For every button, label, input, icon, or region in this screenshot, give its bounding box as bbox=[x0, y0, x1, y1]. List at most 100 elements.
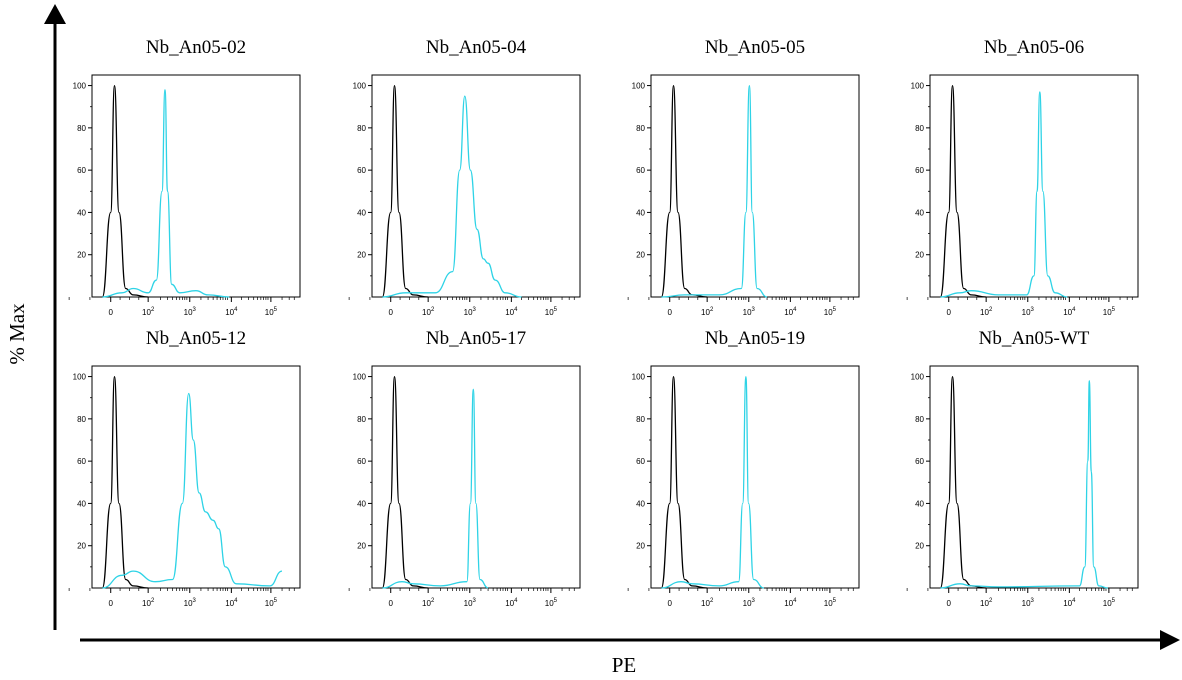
x-tick-label: 102 bbox=[422, 598, 435, 608]
sample-histogram bbox=[940, 91, 1068, 298]
panel-nb-an05-19: Nb_An05-19 20 40 60 80 100 0 102 103 104 105 bbox=[627, 328, 860, 608]
y-tick-label: 80 bbox=[77, 415, 86, 424]
x-tick-label: 0 bbox=[108, 308, 113, 317]
y-tick-label: 100 bbox=[73, 373, 87, 382]
y-tick-label: 100 bbox=[353, 82, 367, 91]
panel-nb-an05-12: Nb_An05-12 20 40 60 80 100 0 102 103 104 105 bbox=[68, 328, 301, 608]
x-tick-label: 105 bbox=[1103, 598, 1116, 608]
control-histogram bbox=[939, 375, 987, 589]
y-tick-label: 60 bbox=[915, 457, 924, 466]
y-tick-label: 20 bbox=[636, 251, 645, 260]
plot-frame bbox=[650, 74, 860, 298]
x-tick-label: 103 bbox=[1022, 307, 1035, 317]
plot-frame bbox=[650, 365, 860, 589]
sample-histogram bbox=[661, 375, 765, 589]
x-tick-label: 0 bbox=[946, 308, 951, 317]
y-tick-label: 60 bbox=[77, 166, 86, 175]
control-histogram bbox=[101, 375, 149, 589]
panel-nb-an05-06: Nb_An05-06 20 40 60 80 100 0 102 103 104 105 bbox=[906, 37, 1139, 317]
y-tick-label: 60 bbox=[77, 457, 86, 466]
y-tick-label: 40 bbox=[357, 208, 366, 217]
control-histogram bbox=[381, 375, 429, 589]
y-tick-label: 60 bbox=[636, 166, 645, 175]
panel-nb-an05-wt: Nb_An05-WT 20 40 60 80 100 0 102 103 104 105 bbox=[906, 328, 1139, 608]
y-tick-label: 60 bbox=[915, 166, 924, 175]
plot-frame bbox=[371, 365, 581, 589]
x-tick-label: 0 bbox=[108, 599, 113, 608]
panel-title: Nb_An05-WT bbox=[979, 328, 1090, 349]
plot-frame bbox=[371, 74, 581, 298]
x-axis-label: PE bbox=[612, 653, 637, 677]
x-tick-label: 103 bbox=[743, 307, 756, 317]
x-tick-label: 103 bbox=[743, 598, 756, 608]
x-tick-label: 105 bbox=[545, 307, 558, 317]
y-tick-label: 20 bbox=[77, 251, 86, 260]
x-tick-label: 104 bbox=[1063, 598, 1076, 608]
x-tick-label: 102 bbox=[422, 307, 435, 317]
x-tick-label: 104 bbox=[225, 598, 238, 608]
x-tick-label: 103 bbox=[1022, 598, 1035, 608]
y-tick-label: 80 bbox=[915, 415, 924, 424]
panel-title: Nb_An05-05 bbox=[705, 37, 805, 58]
y-tick-label: 20 bbox=[915, 251, 924, 260]
y-tick-label: 100 bbox=[632, 373, 646, 382]
panel-title: Nb_An05-12 bbox=[146, 328, 246, 349]
panel-title: Nb_An05-04 bbox=[426, 37, 527, 58]
panel-nb-an05-04: Nb_An05-04 20 40 60 80 100 0 102 103 104 105 bbox=[348, 37, 581, 317]
y-arrowhead-icon bbox=[44, 4, 66, 24]
control-histogram bbox=[660, 84, 708, 298]
x-tick-label: 0 bbox=[946, 599, 951, 608]
sample-histogram bbox=[382, 95, 522, 298]
x-tick-label: 104 bbox=[505, 307, 518, 317]
y-tick-label: 80 bbox=[357, 124, 366, 133]
plot-frame bbox=[929, 365, 1139, 589]
plot-frame bbox=[91, 74, 301, 298]
x-tick-label: 102 bbox=[980, 598, 993, 608]
x-tick-label: 0 bbox=[667, 308, 672, 317]
panel-nb-an05-17: Nb_An05-17 20 40 60 80 100 0 102 103 104 105 bbox=[348, 328, 581, 608]
plot-frame bbox=[91, 365, 301, 589]
control-histogram bbox=[101, 84, 149, 298]
x-tick-label: 102 bbox=[980, 307, 993, 317]
x-tick-label: 103 bbox=[184, 307, 197, 317]
x-tick-label: 105 bbox=[265, 598, 278, 608]
y-tick-label: 20 bbox=[357, 542, 366, 551]
x-tick-label: 104 bbox=[1063, 307, 1076, 317]
y-tick-label: 100 bbox=[73, 82, 87, 91]
y-tick-label: 40 bbox=[77, 499, 86, 508]
x-tick-label: 102 bbox=[701, 598, 714, 608]
y-tick-label: 20 bbox=[915, 542, 924, 551]
y-tick-label: 100 bbox=[911, 373, 925, 382]
y-tick-label: 40 bbox=[636, 208, 645, 217]
sample-histogram bbox=[940, 380, 1108, 589]
y-tick-label: 20 bbox=[357, 251, 366, 260]
x-tick-label: 0 bbox=[667, 599, 672, 608]
control-histogram bbox=[660, 375, 708, 589]
panel-title: Nb_An05-06 bbox=[984, 37, 1084, 58]
x-tick-label: 105 bbox=[824, 307, 837, 317]
y-tick-label: 40 bbox=[636, 499, 645, 508]
x-tick-label: 103 bbox=[464, 598, 477, 608]
panel-title: Nb_An05-17 bbox=[426, 328, 526, 349]
x-tick-label: 102 bbox=[142, 307, 155, 317]
panel-nb-an05-02: Nb_An05-02 20 40 60 80 100 0 102 103 104 105 bbox=[68, 37, 301, 317]
y-tick-label: 100 bbox=[353, 373, 367, 382]
y-tick-label: 80 bbox=[915, 124, 924, 133]
control-histogram bbox=[939, 84, 987, 298]
y-tick-label: 40 bbox=[77, 208, 86, 217]
x-tick-label: 104 bbox=[505, 598, 518, 608]
y-tick-label: 100 bbox=[911, 82, 925, 91]
y-tick-label: 60 bbox=[357, 457, 366, 466]
plot-frame bbox=[929, 74, 1139, 298]
y-tick-label: 20 bbox=[77, 542, 86, 551]
x-tick-label: 103 bbox=[464, 307, 477, 317]
sample-histogram bbox=[661, 84, 768, 298]
sample-histogram bbox=[382, 388, 489, 589]
panel-nb-an05-05: Nb_An05-05 20 40 60 80 100 0 102 103 104 105 bbox=[627, 37, 860, 317]
x-tick-label: 105 bbox=[545, 598, 558, 608]
y-tick-label: 80 bbox=[357, 415, 366, 424]
y-tick-label: 80 bbox=[77, 124, 86, 133]
x-arrowhead-icon bbox=[1160, 630, 1180, 650]
panel-title: Nb_An05-19 bbox=[705, 328, 805, 349]
